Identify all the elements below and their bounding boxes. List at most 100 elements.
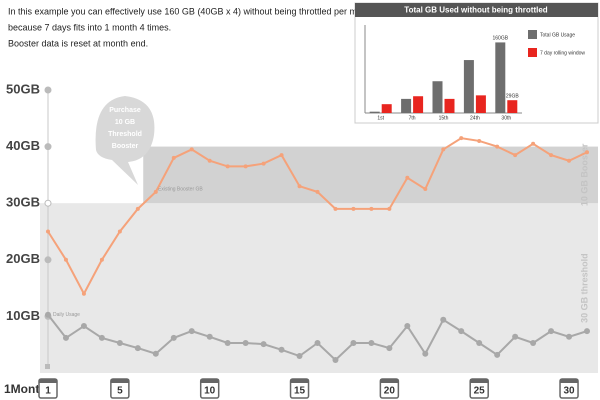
calendar-top bbox=[200, 379, 219, 383]
bar bbox=[381, 104, 392, 113]
point bbox=[315, 189, 320, 194]
point bbox=[63, 257, 68, 262]
y-tick bbox=[44, 256, 52, 264]
point bbox=[549, 153, 554, 158]
bubble-text: Booster bbox=[112, 143, 139, 150]
series-label: Daily Usage bbox=[53, 312, 80, 318]
calendar-top bbox=[380, 379, 399, 383]
x-tick-label: 1 bbox=[45, 386, 51, 397]
y-tick bbox=[44, 143, 52, 151]
point bbox=[584, 328, 590, 335]
inset-x-label: 24th bbox=[470, 115, 480, 121]
point bbox=[404, 323, 411, 330]
point bbox=[278, 346, 285, 353]
point bbox=[134, 345, 141, 352]
x-tick-label: 20 bbox=[384, 386, 396, 397]
point bbox=[440, 316, 447, 323]
point bbox=[261, 161, 266, 166]
point bbox=[135, 206, 140, 211]
x-tick-label: 15 bbox=[294, 386, 306, 397]
inset-title-bar bbox=[355, 3, 598, 17]
point bbox=[188, 328, 195, 335]
note-line: because 7 days fits into 1 month 4 times… bbox=[8, 22, 171, 32]
point bbox=[530, 340, 537, 347]
inset-x-label: 30th bbox=[501, 115, 511, 121]
bar bbox=[507, 100, 518, 113]
point bbox=[369, 206, 374, 211]
point bbox=[46, 229, 50, 234]
point bbox=[423, 187, 428, 192]
point bbox=[225, 164, 230, 169]
point bbox=[99, 257, 104, 262]
point bbox=[386, 345, 393, 352]
point bbox=[405, 175, 410, 180]
point bbox=[297, 184, 302, 189]
y-tick-label: 10GB bbox=[6, 308, 40, 323]
legend-swatch bbox=[528, 48, 537, 57]
point bbox=[441, 147, 446, 152]
point bbox=[567, 158, 572, 163]
calendar-top bbox=[560, 379, 579, 383]
y-tick-label: 40GB bbox=[6, 138, 40, 153]
point bbox=[459, 136, 464, 141]
point bbox=[566, 333, 573, 340]
bar bbox=[475, 95, 486, 113]
point bbox=[332, 356, 339, 363]
point bbox=[548, 328, 555, 335]
threshold-band bbox=[40, 203, 598, 373]
x-tick-label: 5 bbox=[117, 386, 123, 397]
inset-x-label: 7th bbox=[409, 115, 416, 121]
point bbox=[512, 333, 519, 340]
bar bbox=[432, 81, 443, 113]
y-tick-label: 30GB bbox=[6, 195, 40, 210]
point bbox=[495, 144, 500, 149]
y-tick-label: 20GB bbox=[6, 251, 40, 266]
point bbox=[279, 153, 284, 158]
point bbox=[45, 311, 51, 318]
calendar-top bbox=[470, 379, 489, 383]
point bbox=[116, 340, 123, 347]
point bbox=[242, 340, 249, 347]
bar bbox=[444, 98, 455, 113]
value-label: 29GB bbox=[506, 94, 519, 100]
point bbox=[206, 333, 213, 340]
point bbox=[152, 350, 159, 357]
point bbox=[314, 340, 321, 347]
y-tick-label: 50GB bbox=[6, 81, 40, 96]
calendar-top bbox=[290, 379, 309, 383]
point bbox=[531, 141, 536, 146]
point bbox=[387, 206, 392, 211]
legend-label: Total GB Usage bbox=[540, 32, 575, 38]
point bbox=[243, 164, 248, 169]
bubble-shape bbox=[95, 96, 155, 185]
point bbox=[171, 155, 176, 160]
bubble-text: Threshold bbox=[108, 131, 142, 138]
bubble-text: 10 GB bbox=[115, 119, 135, 126]
bar bbox=[401, 98, 412, 113]
point bbox=[224, 340, 231, 347]
legend-label: 7 day rolling window bbox=[540, 50, 585, 56]
bar bbox=[413, 96, 424, 113]
point bbox=[260, 341, 267, 348]
point bbox=[333, 206, 338, 211]
point bbox=[513, 153, 518, 158]
band-label: 30 GB threshold bbox=[579, 253, 589, 323]
inset-title: Total GB Used without being throttled bbox=[404, 6, 548, 15]
point bbox=[98, 334, 105, 341]
point bbox=[585, 150, 589, 155]
y-tick bbox=[44, 86, 52, 94]
point bbox=[476, 340, 483, 347]
point bbox=[296, 353, 303, 360]
point bbox=[351, 206, 356, 211]
point bbox=[207, 158, 212, 163]
legend-swatch bbox=[528, 30, 537, 39]
bar bbox=[495, 42, 506, 113]
point bbox=[62, 334, 69, 341]
inset-x-label: 1st bbox=[377, 115, 384, 121]
inset-x-label: 15th bbox=[439, 115, 449, 121]
band-label: 10 GB Booster bbox=[579, 143, 589, 206]
axis-origin bbox=[45, 364, 50, 369]
point bbox=[80, 323, 87, 330]
point bbox=[153, 189, 158, 194]
